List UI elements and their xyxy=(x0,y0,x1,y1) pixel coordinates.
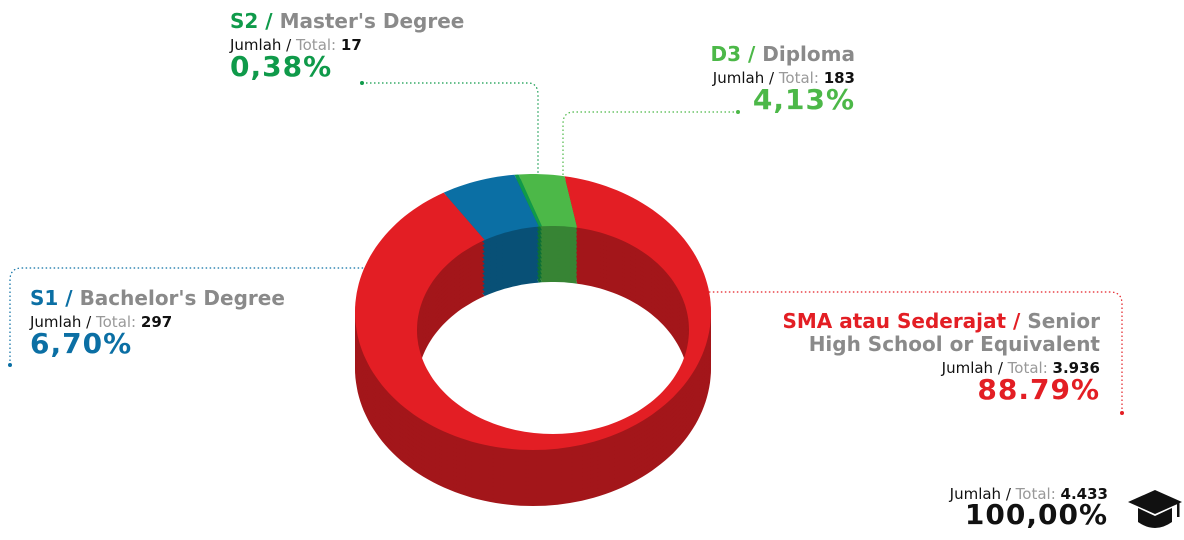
leader-line xyxy=(700,291,1123,413)
count-value: 17 xyxy=(340,36,362,54)
category-code: D3 / xyxy=(710,42,756,66)
total-count: Jumlah / Total: 4.433 xyxy=(949,485,1108,503)
caption-english: Total: xyxy=(296,36,337,54)
category-title: D3 / Diploma xyxy=(711,43,855,66)
total-percent: 100,00% xyxy=(964,498,1108,532)
total-count-value: 4.433 xyxy=(1060,485,1108,503)
percent-label: 0,38% xyxy=(230,50,333,84)
caption-english: Total: xyxy=(778,69,819,87)
caption-english: Total: xyxy=(96,313,137,331)
donut xyxy=(355,174,711,506)
count-line: Jumlah / Total: 297 xyxy=(30,313,285,331)
category-label: D3 / Diploma Jumlah / Total: 183 4,13% xyxy=(711,43,855,116)
category-code: SMA atau Sederajat / xyxy=(782,309,1021,333)
category-label: SMA atau Sederajat / Senior High School … xyxy=(730,310,1100,406)
caption-local: Jumlah / xyxy=(230,36,292,54)
category-label: S2 / Master's Degree Jumlah / Total: 17 0,… xyxy=(230,10,464,83)
percent-label: 6,70% xyxy=(30,327,133,361)
percent-label: 4,13% xyxy=(752,83,855,117)
cap-icon xyxy=(1128,490,1182,528)
count-value: 297 xyxy=(140,313,173,331)
category-name: Senior High School or Equivalent xyxy=(808,309,1100,356)
slice xyxy=(518,174,578,228)
total-label: Jumlah / Total: 4.433 100,00% xyxy=(949,485,1108,532)
leader-line xyxy=(9,267,375,365)
category-title: SMA atau Sederajat / Senior High School … xyxy=(730,310,1100,356)
category-label: S1 / Bachelor's Degree Jumlah / Total: 29… xyxy=(30,287,285,360)
leader-line xyxy=(562,111,738,175)
caption-english: Total: xyxy=(1015,485,1056,503)
category-code: S1 / xyxy=(30,286,73,310)
category-name: Master's Degree xyxy=(279,9,465,33)
leader-dot xyxy=(736,110,740,114)
count-line: Jumlah / Total: 3.936 xyxy=(730,359,1100,377)
slice xyxy=(355,176,711,450)
category-code: S2 / xyxy=(230,9,273,33)
leader-dot xyxy=(8,363,12,367)
caption-local: Jumlah / xyxy=(712,69,775,87)
count-line: Jumlah / Total: 183 xyxy=(711,69,855,87)
category-title: S2 / Master's Degree xyxy=(230,10,464,33)
category-name: Bachelor's Degree xyxy=(79,286,285,310)
slice xyxy=(443,174,539,240)
category-name: Diploma xyxy=(762,42,855,66)
leader-line xyxy=(362,82,539,175)
leader-dot xyxy=(360,81,364,85)
caption-local: Jumlah / xyxy=(30,313,92,331)
percent-label: 88.79% xyxy=(977,373,1100,407)
caption-local: Jumlah / xyxy=(941,359,1003,377)
count-line: Jumlah / Total: 17 xyxy=(230,36,464,54)
slice xyxy=(514,174,542,227)
caption-local: Jumlah / xyxy=(949,485,1011,503)
leader-dot xyxy=(1120,411,1124,415)
caption-english: Total: xyxy=(1007,359,1048,377)
count-value: 3.936 xyxy=(1052,359,1100,377)
count-value: 183 xyxy=(823,69,855,87)
category-title: S1 / Bachelor's Degree xyxy=(30,287,285,310)
